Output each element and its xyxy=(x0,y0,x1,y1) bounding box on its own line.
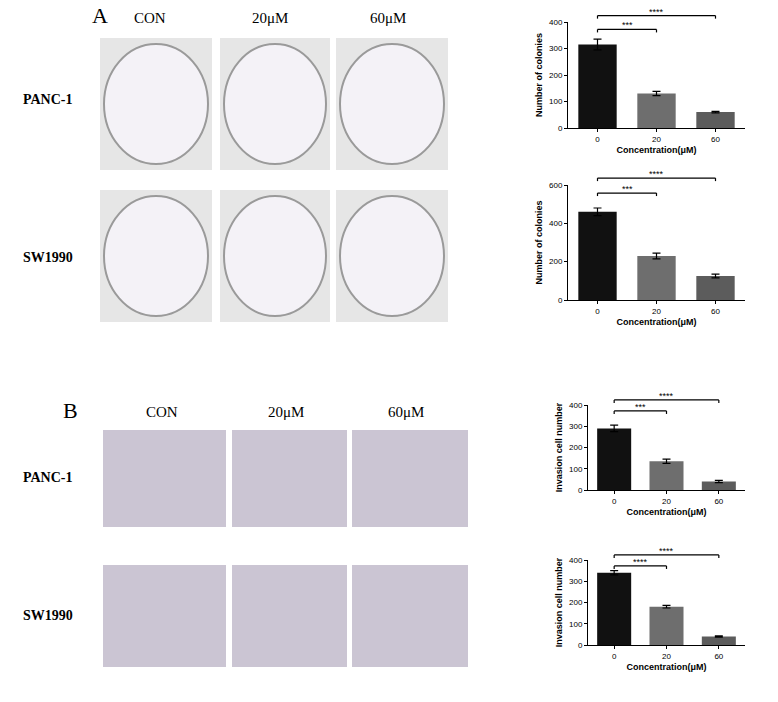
svg-text:20: 20 xyxy=(652,307,661,316)
svg-text:****: **** xyxy=(659,546,674,556)
svg-text:PANC-1: PANC-1 xyxy=(23,470,73,485)
svg-text:100: 100 xyxy=(569,620,583,629)
svg-text:Number of colonies: Number of colonies xyxy=(534,200,544,284)
svg-text:400: 400 xyxy=(569,401,583,410)
svg-text:PANC-1: PANC-1 xyxy=(23,92,73,107)
svg-text:0: 0 xyxy=(595,135,600,144)
svg-text:Concentration(μM): Concentration(μM) xyxy=(617,145,697,155)
svg-text:20μM: 20μM xyxy=(268,404,304,420)
svg-text:***: *** xyxy=(622,20,633,30)
svg-text:Concentration(μM): Concentration(μM) xyxy=(627,662,707,672)
svg-text:Number of colonies: Number of colonies xyxy=(534,33,544,117)
svg-text:Concentration(μM): Concentration(μM) xyxy=(627,507,707,517)
svg-text:100: 100 xyxy=(549,97,563,106)
svg-text:60: 60 xyxy=(711,135,720,144)
svg-text:600: 600 xyxy=(549,181,563,190)
svg-text:0: 0 xyxy=(558,124,563,133)
svg-text:Concentration(μM): Concentration(μM) xyxy=(617,317,697,327)
svg-text:200: 200 xyxy=(549,71,563,80)
svg-text:0: 0 xyxy=(578,641,583,650)
svg-text:200: 200 xyxy=(569,443,583,452)
svg-text:SW1990: SW1990 xyxy=(23,608,73,623)
svg-text:100: 100 xyxy=(569,465,583,474)
svg-text:20μM: 20μM xyxy=(252,10,288,26)
svg-text:****: **** xyxy=(649,7,664,17)
svg-text:400: 400 xyxy=(549,18,563,27)
svg-text:A: A xyxy=(92,3,108,28)
svg-text:400: 400 xyxy=(569,556,583,565)
svg-text:SW1990: SW1990 xyxy=(23,250,73,265)
svg-text:0: 0 xyxy=(612,652,617,661)
svg-text:60: 60 xyxy=(711,307,720,316)
svg-text:200: 200 xyxy=(569,598,583,607)
svg-text:Invasion cell number: Invasion cell number xyxy=(554,557,564,647)
svg-text:****: **** xyxy=(659,391,674,401)
svg-text:400: 400 xyxy=(549,219,563,228)
svg-text:20: 20 xyxy=(662,652,671,661)
svg-text:0: 0 xyxy=(578,486,583,495)
svg-text:B: B xyxy=(63,398,78,423)
svg-text:60: 60 xyxy=(714,652,723,661)
svg-text:***: *** xyxy=(635,402,646,412)
svg-text:0: 0 xyxy=(595,307,600,316)
svg-text:CON: CON xyxy=(134,10,166,26)
svg-text:60μM: 60μM xyxy=(388,404,424,420)
svg-text:300: 300 xyxy=(569,422,583,431)
svg-text:300: 300 xyxy=(549,44,563,53)
svg-text:60: 60 xyxy=(714,497,723,506)
svg-text:20: 20 xyxy=(662,497,671,506)
svg-text:200: 200 xyxy=(549,257,563,266)
svg-text:0: 0 xyxy=(612,497,617,506)
svg-text:0: 0 xyxy=(558,296,563,305)
svg-text:****: **** xyxy=(649,169,664,179)
svg-text:***: *** xyxy=(622,184,633,194)
svg-text:CON: CON xyxy=(146,404,178,420)
svg-text:Invasion cell number: Invasion cell number xyxy=(554,402,564,492)
svg-text:300: 300 xyxy=(569,577,583,586)
svg-text:****: **** xyxy=(633,557,648,567)
svg-text:60μM: 60μM xyxy=(370,10,406,26)
svg-text:20: 20 xyxy=(652,135,661,144)
